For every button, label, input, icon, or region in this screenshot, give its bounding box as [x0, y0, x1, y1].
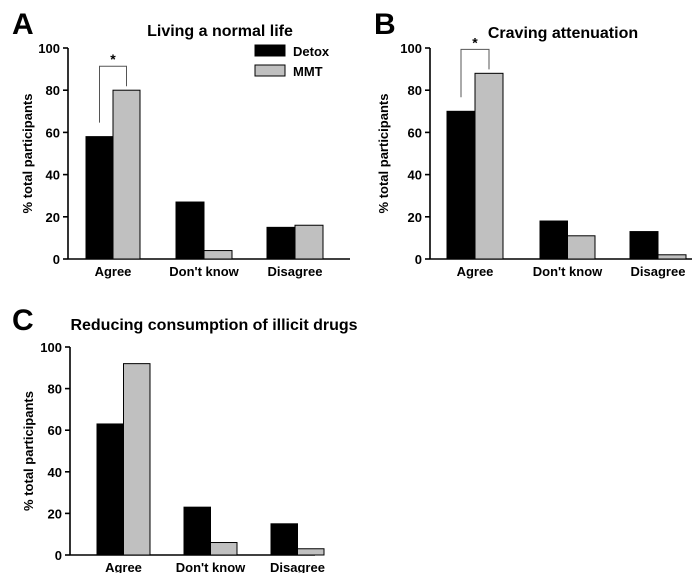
panel-a-bar-mmt-1 [203, 250, 233, 260]
panel-a-category-label: Agree [95, 264, 132, 279]
panel-b-significance-marker: * [472, 34, 478, 50]
panel-b-letter: B [374, 8, 396, 41]
panel-b-y-tick-label: 0 [415, 252, 422, 267]
panel-c-category-label: Don't know [176, 560, 246, 573]
legend-swatch-mmt [254, 64, 286, 77]
panel-c-y-tick-label: 40 [48, 465, 62, 480]
panel-b-category-label: Agree [457, 264, 494, 279]
panel-b-category-label: Disagree [631, 264, 686, 279]
panel-b-y-tick-label: 60 [408, 125, 422, 140]
panel-b-y-tick-label: 40 [408, 168, 422, 183]
panel-c-category-label: Agree [105, 560, 142, 573]
panel-a-y-tick-label: 20 [46, 210, 60, 225]
panel-a-y-tick-label: 0 [53, 252, 60, 267]
panel-a-y-tick-label: 80 [46, 83, 60, 98]
panel-c-y-tick-label: 0 [55, 548, 62, 563]
panel-b-bar-mmt-0 [474, 72, 504, 260]
panel-a-y-tick-label: 40 [46, 168, 60, 183]
panel-c-y-tick-label: 100 [40, 340, 62, 355]
panel-c-bar-mmt-2 [297, 548, 325, 556]
panel-c-bar-mmt-1 [210, 542, 238, 556]
panel-a-y-tick-label: 60 [46, 125, 60, 140]
panel-a-bar-detox-2 [266, 226, 296, 260]
panel-c-y-tick-label: 20 [48, 506, 62, 521]
panel-a-category-label: Don't know [169, 264, 239, 279]
panel-b-y-axis-title: % total participants [376, 94, 391, 214]
panel-a-y-tick-label: 100 [38, 41, 60, 56]
panel-b-y-tick-label: 100 [400, 41, 422, 56]
panel-a-letter: A [12, 8, 34, 41]
panel-c-bar-detox-2 [270, 523, 298, 556]
panel-b-bar-detox-1 [539, 220, 568, 260]
panel-b-y-tick-label: 20 [408, 210, 422, 225]
panel-a-significance-marker: * [110, 51, 116, 67]
panel-c-y-tick-label: 80 [48, 382, 62, 397]
panel-b-significance-bracket [460, 48, 490, 98]
panel-c-letter: C [12, 304, 34, 337]
panel-a-category-label: Disagree [268, 264, 323, 279]
panel-b-category-label: Don't know [533, 264, 603, 279]
panel-c-y-axis-title: % total participants [21, 391, 36, 511]
panel-c-title: Reducing consumption of illicit drugs [70, 317, 357, 334]
legend-label-detox: Detox [293, 44, 330, 59]
panel-a-bar-mmt-0 [112, 89, 141, 260]
panel-a-bar-detox-0 [85, 136, 114, 260]
panel-a-bar-mmt-2 [294, 224, 324, 260]
panel-c-bar-detox-0 [96, 423, 124, 556]
panel-b-bar-mmt-2 [657, 254, 687, 260]
panel-b-bar-detox-0 [446, 110, 476, 260]
legend-label-mmt: MMT [293, 64, 323, 79]
panel-b-bar-mmt-1 [567, 235, 596, 260]
panel-a-y-axis-title: % total participants [20, 94, 35, 214]
panel-c-y-tick-label: 60 [48, 423, 62, 438]
panel-b-y-tick-label: 80 [408, 83, 422, 98]
panel-a-title: Living a normal life [147, 23, 293, 40]
panel-a-bar-detox-1 [175, 201, 205, 260]
panel-b-bar-detox-2 [629, 231, 659, 260]
panel-a-significance-bracket [99, 65, 127, 123]
legend-swatch-detox [254, 44, 286, 57]
panel-c-bar-detox-1 [183, 506, 211, 556]
panel-c-bar-mmt-0 [123, 363, 151, 556]
panel-c-category-label: Disagree [270, 560, 325, 573]
panel-b-title: Craving attenuation [488, 25, 638, 42]
